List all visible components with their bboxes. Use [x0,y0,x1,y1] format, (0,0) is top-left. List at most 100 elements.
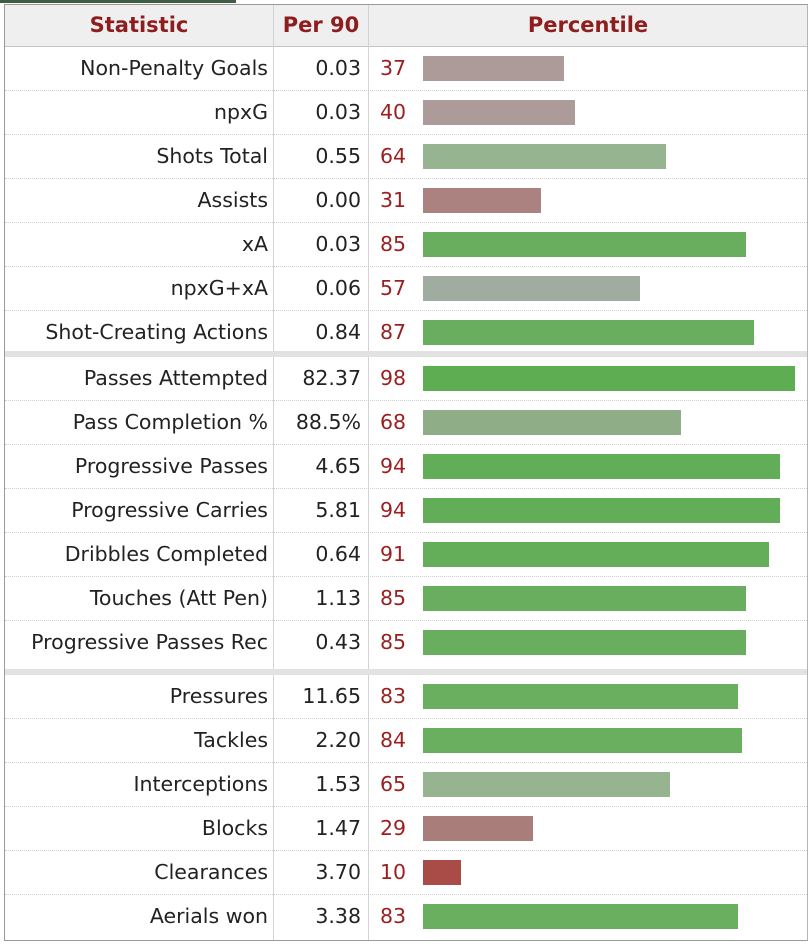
statistic-name[interactable]: Progressive Passes [74,454,268,478]
percentile-bar [423,904,738,929]
percentile-bar [423,684,738,709]
percentile-bar [423,860,461,885]
per90-value: 0.55 [315,144,361,168]
percentile-stats-table: Statistic Per 90 Percentile Non-Penalty … [4,4,808,941]
statistic-name[interactable]: Assists [197,188,268,212]
per90-value: 0.03 [315,56,361,80]
table-row: Assists 0.00 31 [5,179,807,223]
table-row: Tackles 2.20 84 [5,719,807,763]
table-row: Shot-Creating Actions 0.84 87 [5,311,807,355]
group-separator [5,669,807,675]
per90-value: 1.53 [315,772,361,796]
percentile-bar [423,56,564,81]
percentile-bar [423,276,640,301]
percentile-value: 57 [380,276,407,300]
percentile-bar [423,542,769,567]
percentile-bar [423,366,795,391]
table-row: npxG 0.03 40 [5,91,807,135]
statistic-name[interactable]: Clearances [154,860,268,884]
statistic-name[interactable]: Shot-Creating Actions [45,320,268,344]
percentile-bar [423,144,666,169]
table-row: Passes Attempted 82.37 98 [5,357,807,401]
percentile-value: 94 [380,498,407,522]
percentile-bar [423,100,575,125]
per90-value: 0.03 [315,100,361,124]
per90-value: 2.20 [315,728,361,752]
per90-value: 3.70 [315,860,361,884]
table-row: Non-Penalty Goals 0.03 37 [5,47,807,91]
statistic-name[interactable]: Dribbles Completed [64,542,268,566]
percentile-value: 83 [380,684,407,708]
percentile-value: 84 [380,728,407,752]
header-per90[interactable]: Per 90 [282,13,360,37]
top-accent-strip [0,0,236,3]
table-row: Clearances 3.70 10 [5,851,807,895]
percentile-value: 87 [380,320,407,344]
percentile-bar [423,816,533,841]
percentile-value: 29 [380,816,407,840]
statistic-name[interactable]: Shots Total [156,144,268,168]
header-statistic[interactable]: Statistic [89,13,189,37]
table-row: Aerials won 3.38 83 [5,895,807,939]
statistic-name[interactable]: Tackles [194,728,268,752]
percentile-bar [423,728,742,753]
percentile-bar [423,498,780,523]
per90-value: 1.13 [315,586,361,610]
percentile-bar [423,188,541,213]
statistic-name[interactable]: Aerials won [149,904,268,928]
table-row: Progressive Passes 4.65 94 [5,445,807,489]
per90-value: 0.43 [315,630,361,654]
statistic-name[interactable]: Pass Completion % [72,410,268,434]
percentile-bar [423,320,754,345]
percentile-value: 85 [380,586,407,610]
percentile-value: 40 [380,100,407,124]
percentile-value: 37 [380,56,407,80]
per90-value: 0.64 [315,542,361,566]
statistic-name[interactable]: Progressive Passes Rec [31,630,268,654]
percentile-value: 65 [380,772,407,796]
per90-value: 5.81 [315,498,361,522]
statistic-name[interactable]: Touches (Att Pen) [89,586,268,610]
statistic-name[interactable]: Blocks [201,816,268,840]
percentile-bar [423,410,681,435]
percentile-bar [423,772,670,797]
statistic-name[interactable]: npxG+xA [170,276,268,300]
statistic-name[interactable]: Progressive Carries [71,498,268,522]
table-row: Shots Total 0.55 64 [5,135,807,179]
table-row: Blocks 1.47 29 [5,807,807,851]
per90-value: 3.38 [315,904,361,928]
table-row: npxG+xA 0.06 57 [5,267,807,311]
statistic-name[interactable]: Non-Penalty Goals [80,56,268,80]
percentile-value: 31 [380,188,407,212]
table-row: xA 0.03 85 [5,223,807,267]
statistic-name[interactable]: npxG [213,100,268,124]
per90-value: 11.65 [302,684,361,708]
table-row: Pressures 11.65 83 [5,675,807,719]
table-row: Progressive Passes Rec 0.43 85 [5,621,807,665]
statistic-name[interactable]: Interceptions [133,772,268,796]
per90-value: 0.06 [315,276,361,300]
percentile-bar [423,630,746,655]
header-percentile[interactable]: Percentile [527,13,649,37]
per90-value: 4.65 [315,454,361,478]
table-row: Progressive Carries 5.81 94 [5,489,807,533]
group-separator [5,351,807,357]
statistic-name[interactable]: xA [241,232,268,256]
percentile-value: 10 [380,860,407,884]
percentile-value: 64 [380,144,407,168]
per90-value: 1.47 [315,816,361,840]
table-row: Dribbles Completed 0.64 91 [5,533,807,577]
table-row: Pass Completion % 88.5% 68 [5,401,807,445]
column-divider-2 [368,5,369,940]
percentile-value: 85 [380,232,407,256]
percentile-value: 85 [380,630,407,654]
column-divider-1 [273,5,274,940]
percentile-value: 94 [380,454,407,478]
per90-value: 0.84 [315,320,361,344]
per90-value: 0.03 [315,232,361,256]
percentile-value: 83 [380,904,407,928]
statistic-name[interactable]: Passes Attempted [83,366,268,390]
percentile-bar [423,454,780,479]
statistic-name[interactable]: Pressures [169,684,268,708]
per90-value: 88.5% [295,410,361,434]
